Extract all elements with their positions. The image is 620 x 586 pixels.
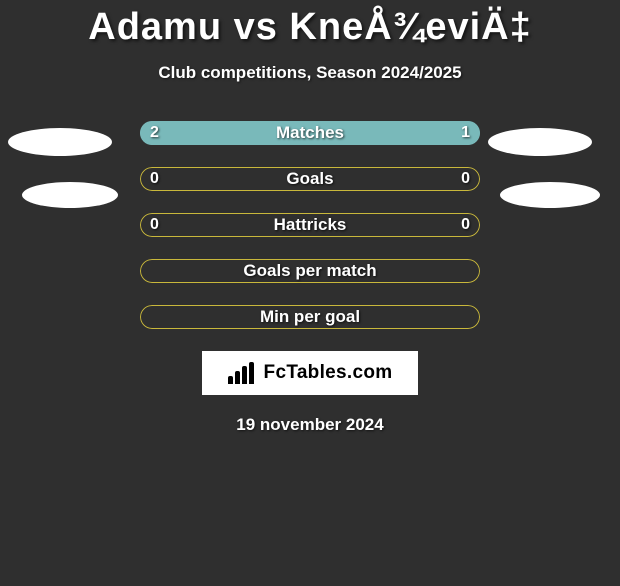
subtitle: Club competitions, Season 2024/2025 [0,63,620,83]
stat-row: Goals per match [0,259,620,287]
player-ellipse [8,128,112,156]
stat-bar: Min per goal [140,305,480,329]
stat-bar: Goals per match [140,259,480,283]
page-title: Adamu vs KneÅ¾eviÄ‡ [0,6,620,49]
fctables-logo: FcTables.com [202,351,418,395]
stat-bar: 21Matches [140,121,480,145]
fctables-logo-text: FcTables.com [264,362,393,384]
stat-label: Matches [140,121,480,145]
player-ellipse [22,182,118,208]
player-ellipse [488,128,592,156]
stat-bar: 00Hattricks [140,213,480,237]
date-line: 19 november 2024 [0,415,620,435]
stat-label: Hattricks [140,213,480,237]
stat-label: Min per goal [140,305,480,329]
stat-bar: 00Goals [140,167,480,191]
stat-label: Goals [140,167,480,191]
stat-row: 00Hattricks [0,213,620,241]
stat-label: Goals per match [140,259,480,283]
stat-row: Min per goal [0,305,620,333]
fctables-bars-icon [228,362,256,384]
player-ellipse [500,182,600,208]
